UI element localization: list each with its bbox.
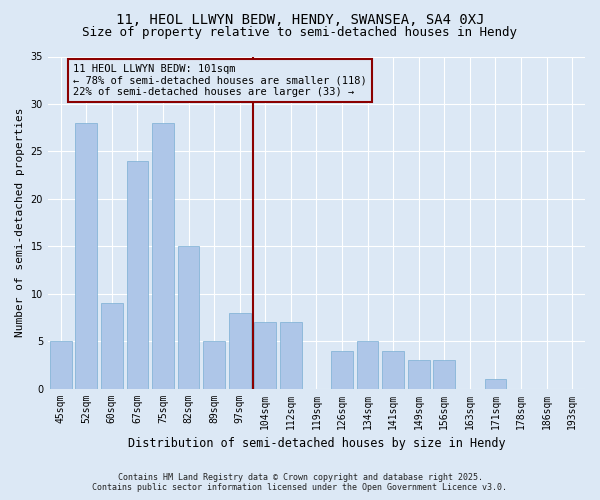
Y-axis label: Number of semi-detached properties: Number of semi-detached properties (15, 108, 25, 338)
Bar (229, 312, 251, 388)
Bar (408, 360, 430, 388)
Bar (254, 322, 276, 388)
Text: Size of property relative to semi-detached houses in Hendy: Size of property relative to semi-detach… (83, 26, 517, 39)
Bar (178, 246, 199, 388)
Bar (331, 350, 353, 389)
Bar (152, 123, 174, 388)
Bar (50, 341, 71, 388)
Text: Contains HM Land Registry data © Crown copyright and database right 2025.
Contai: Contains HM Land Registry data © Crown c… (92, 473, 508, 492)
Bar (203, 341, 225, 388)
Bar (101, 303, 123, 388)
Bar (280, 322, 302, 388)
Bar (357, 341, 379, 388)
Text: 11 HEOL LLWYN BEDW: 101sqm
← 78% of semi-detached houses are smaller (118)
22% o: 11 HEOL LLWYN BEDW: 101sqm ← 78% of semi… (73, 64, 367, 98)
Bar (485, 379, 506, 388)
Bar (382, 350, 404, 389)
Text: 11, HEOL LLWYN BEDW, HENDY, SWANSEA, SA4 0XJ: 11, HEOL LLWYN BEDW, HENDY, SWANSEA, SA4… (116, 12, 484, 26)
Bar (127, 161, 148, 388)
Bar (433, 360, 455, 388)
X-axis label: Distribution of semi-detached houses by size in Hendy: Distribution of semi-detached houses by … (128, 437, 505, 450)
Bar (76, 123, 97, 388)
